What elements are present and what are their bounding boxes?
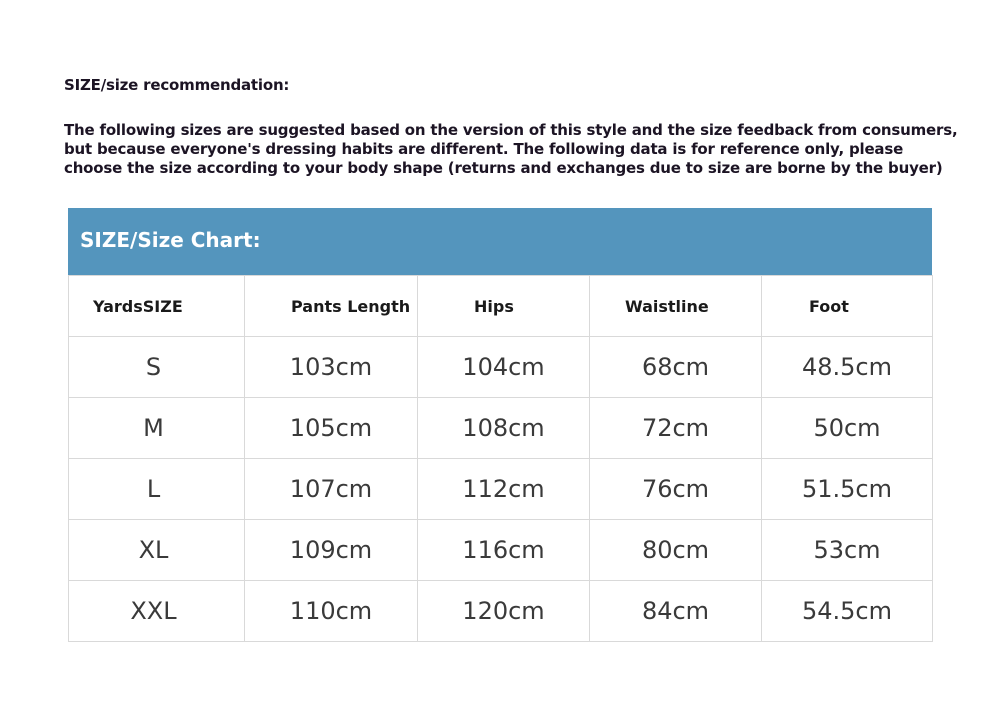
column-header-hips: Hips (417, 275, 590, 337)
cell-size: XL (68, 519, 245, 581)
recommendation-note: The following sizes are suggested based … (64, 121, 964, 178)
cell-foot: 50cm (761, 397, 933, 459)
cell-waistline: 84cm (589, 580, 762, 642)
cell-hips: 120cm (417, 580, 590, 642)
note-line: The following sizes are suggested based … (64, 121, 958, 139)
cell-foot: 48.5cm (761, 336, 933, 398)
cell-pants-length: 107cm (244, 458, 418, 520)
cell-foot: 53cm (761, 519, 933, 581)
cell-hips: 112cm (417, 458, 590, 520)
cell-waistline: 72cm (589, 397, 762, 459)
table-row: S 103cm 104cm 68cm 48.5cm (68, 336, 933, 398)
cell-size: L (68, 458, 245, 520)
cell-size: XXL (68, 580, 245, 642)
cell-waistline: 76cm (589, 458, 762, 520)
table-row: L 107cm 112cm 76cm 51.5cm (68, 458, 933, 520)
cell-hips: 108cm (417, 397, 590, 459)
note-line: but because everyone's dressing habits a… (64, 140, 904, 158)
recommendation-title: SIZE/size recommendation: (64, 76, 290, 94)
cell-pants-length: 105cm (244, 397, 418, 459)
column-header-size: YardsSIZE (68, 275, 245, 337)
column-header-waistline: Waistline (589, 275, 762, 337)
table-row: XL 109cm 116cm 80cm 53cm (68, 519, 933, 581)
column-header-pants-length: Pants Length (244, 275, 418, 337)
table-header-row: YardsSIZE Pants Length Hips Waistline Fo… (68, 275, 933, 337)
table-row: M 105cm 108cm 72cm 50cm (68, 397, 933, 459)
cell-hips: 104cm (417, 336, 590, 398)
cell-size: M (68, 397, 245, 459)
size-chart-header-bar: SIZE/Size Chart: (68, 208, 932, 275)
table-row: XXL 110cm 120cm 84cm 54.5cm (68, 580, 933, 642)
cell-foot: 54.5cm (761, 580, 933, 642)
cell-pants-length: 110cm (244, 580, 418, 642)
cell-hips: 116cm (417, 519, 590, 581)
cell-size: S (68, 336, 245, 398)
cell-waistline: 68cm (589, 336, 762, 398)
size-chart-title: SIZE/Size Chart: (80, 228, 261, 252)
cell-foot: 51.5cm (761, 458, 933, 520)
column-header-foot: Foot (761, 275, 933, 337)
cell-pants-length: 109cm (244, 519, 418, 581)
note-line: choose the size according to your body s… (64, 159, 943, 177)
size-chart-table: YardsSIZE Pants Length Hips Waistline Fo… (68, 275, 933, 642)
cell-pants-length: 103cm (244, 336, 418, 398)
cell-waistline: 80cm (589, 519, 762, 581)
